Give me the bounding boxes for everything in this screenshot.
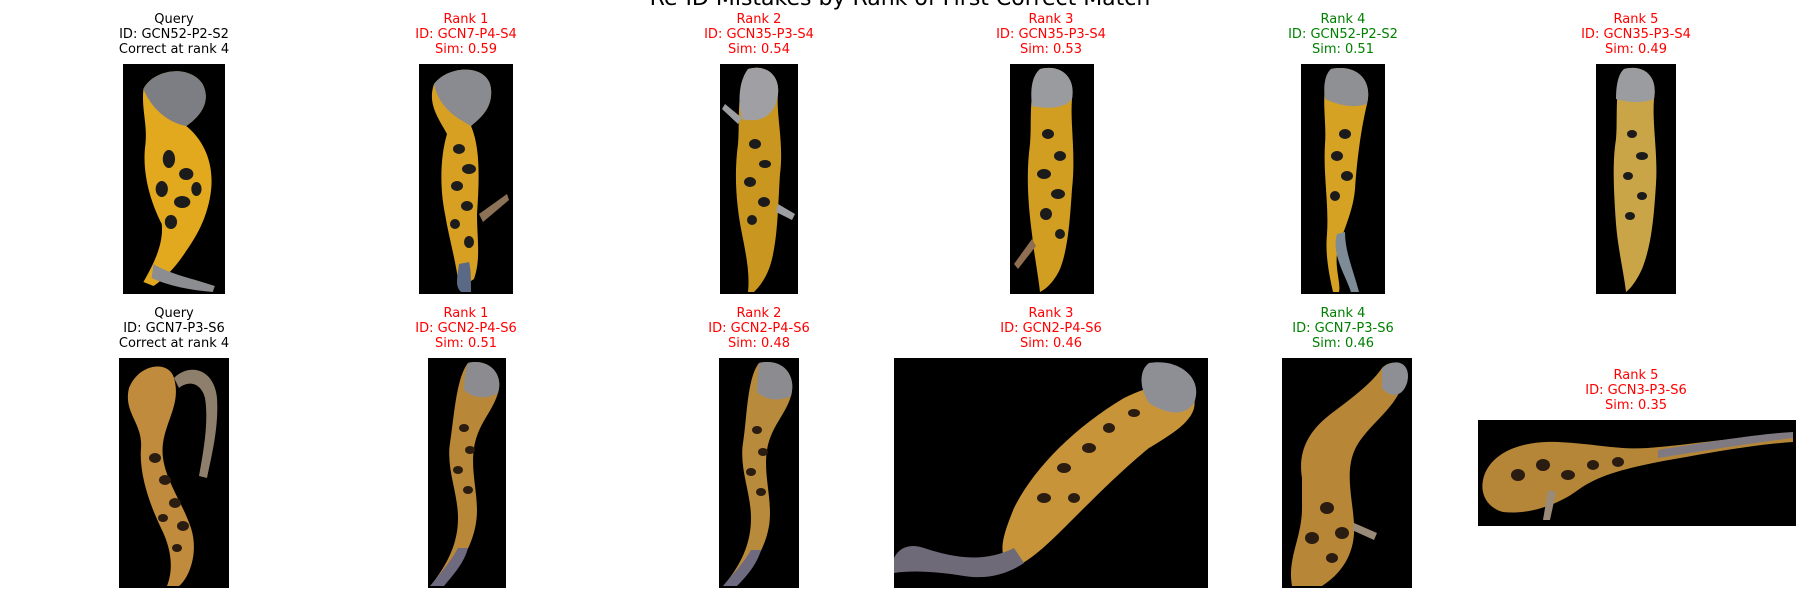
caption-row1-rank5: Rank 5 ID: GCN35-P3-S4 Sim: 0.49 (1581, 12, 1691, 57)
caption-line: ID: GCN35-P3-S4 (704, 27, 814, 42)
newt-image-row2-rank3 (894, 358, 1208, 588)
caption-line: Sim: 0.59 (435, 42, 497, 57)
caption-line: ID: GCN3-P3-S6 (1585, 383, 1687, 398)
caption-row2-query: Query ID: GCN7-P3-S6 Correct at rank 4 (119, 306, 229, 351)
newt-image-row1-rank5 (1596, 64, 1676, 294)
newt-image-row2-rank4 (1282, 358, 1412, 588)
caption-line: Rank 3 (1028, 306, 1074, 321)
caption-line: Query (154, 12, 194, 27)
caption-line: Rank 4 (1320, 12, 1366, 27)
caption-line: ID: GCN35-P3-S4 (1581, 27, 1691, 42)
caption-line: Correct at rank 4 (118, 336, 230, 351)
caption-line: ID: GCN52-P2-S2 (1288, 27, 1398, 42)
caption-line: Query (154, 306, 194, 321)
caption-row2-rank1: Rank 1 ID: GCN2-P4-S6 Sim: 0.51 (415, 306, 517, 351)
caption-row2-rank4: Rank 4 ID: GCN7-P3-S6 Sim: 0.46 (1292, 306, 1394, 351)
newt-image-row2-rank2 (719, 358, 799, 588)
caption-row2-rank3: Rank 3 ID: GCN2-P4-S6 Sim: 0.46 (1000, 306, 1102, 351)
caption-line: Rank 2 (736, 12, 782, 27)
caption-row2-rank2: Rank 2 ID: GCN2-P4-S6 Sim: 0.48 (708, 306, 810, 351)
caption-line: Sim: 0.48 (728, 336, 790, 351)
caption-line: Sim: 0.54 (727, 42, 790, 57)
caption-line: Rank 5 (1613, 12, 1659, 27)
caption-line: ID: GCN2-P4-S6 (1000, 321, 1102, 336)
caption-line: Sim: 0.46 (1312, 336, 1374, 351)
caption-line: Rank 5 (1613, 368, 1659, 383)
caption-line: Sim: 0.51 (1311, 42, 1374, 57)
caption-line: ID: GCN2-P4-S6 (708, 321, 810, 336)
caption-line: ID: GCN35-P3-S4 (996, 27, 1106, 42)
caption-row1-rank1: Rank 1 ID: GCN7-P4-S4 Sim: 0.59 (415, 12, 517, 57)
newt-image-row1-rank1 (419, 64, 513, 294)
newt-image-row2-query (119, 358, 229, 588)
caption-line: ID: GCN7-P3-S6 (123, 321, 225, 336)
newt-image-row1-rank2 (720, 64, 798, 294)
caption-line: ID: GCN7-P3-S6 (1292, 321, 1394, 336)
caption-line: ID: GCN2-P4-S6 (415, 321, 517, 336)
newt-image-row1-rank3 (1010, 64, 1094, 294)
caption-line: Rank 4 (1320, 306, 1366, 321)
newt-image-row1-rank4 (1301, 64, 1385, 294)
caption-line: ID: GCN52-P2-S2 (119, 27, 229, 42)
caption-row1-rank3: Rank 3 ID: GCN35-P3-S4 Sim: 0.53 (996, 12, 1106, 57)
caption-line: Sim: 0.35 (1605, 398, 1667, 413)
caption-line: Sim: 0.46 (1020, 336, 1082, 351)
caption-line: Rank 1 (443, 306, 489, 321)
caption-line: ID: GCN7-P4-S4 (415, 27, 517, 42)
caption-line: Sim: 0.49 (1604, 42, 1667, 57)
caption-row1-query: Query ID: GCN52-P2-S2 Correct at rank 4 (119, 12, 229, 57)
caption-row1-rank2: Rank 2 ID: GCN35-P3-S4 Sim: 0.54 (704, 12, 814, 57)
caption-row2-rank5: Rank 5 ID: GCN3-P3-S6 Sim: 0.35 (1585, 368, 1687, 413)
newt-image-row2-rank1 (428, 358, 506, 588)
newt-image-row2-rank5 (1478, 420, 1796, 526)
caption-line: Sim: 0.53 (1019, 42, 1082, 57)
caption-line: Rank 2 (736, 306, 782, 321)
caption-line: Correct at rank 4 (118, 42, 230, 57)
caption-row1-rank4: Rank 4 ID: GCN52-P2-S2 Sim: 0.51 (1288, 12, 1398, 57)
caption-line: Sim: 0.51 (435, 336, 497, 351)
caption-line: Rank 1 (443, 12, 489, 27)
caption-line: Rank 3 (1028, 12, 1074, 27)
newt-image-row1-query (123, 64, 225, 294)
figure-title: Re-ID Mistakes by Rank of First Correct … (0, 0, 1800, 11)
